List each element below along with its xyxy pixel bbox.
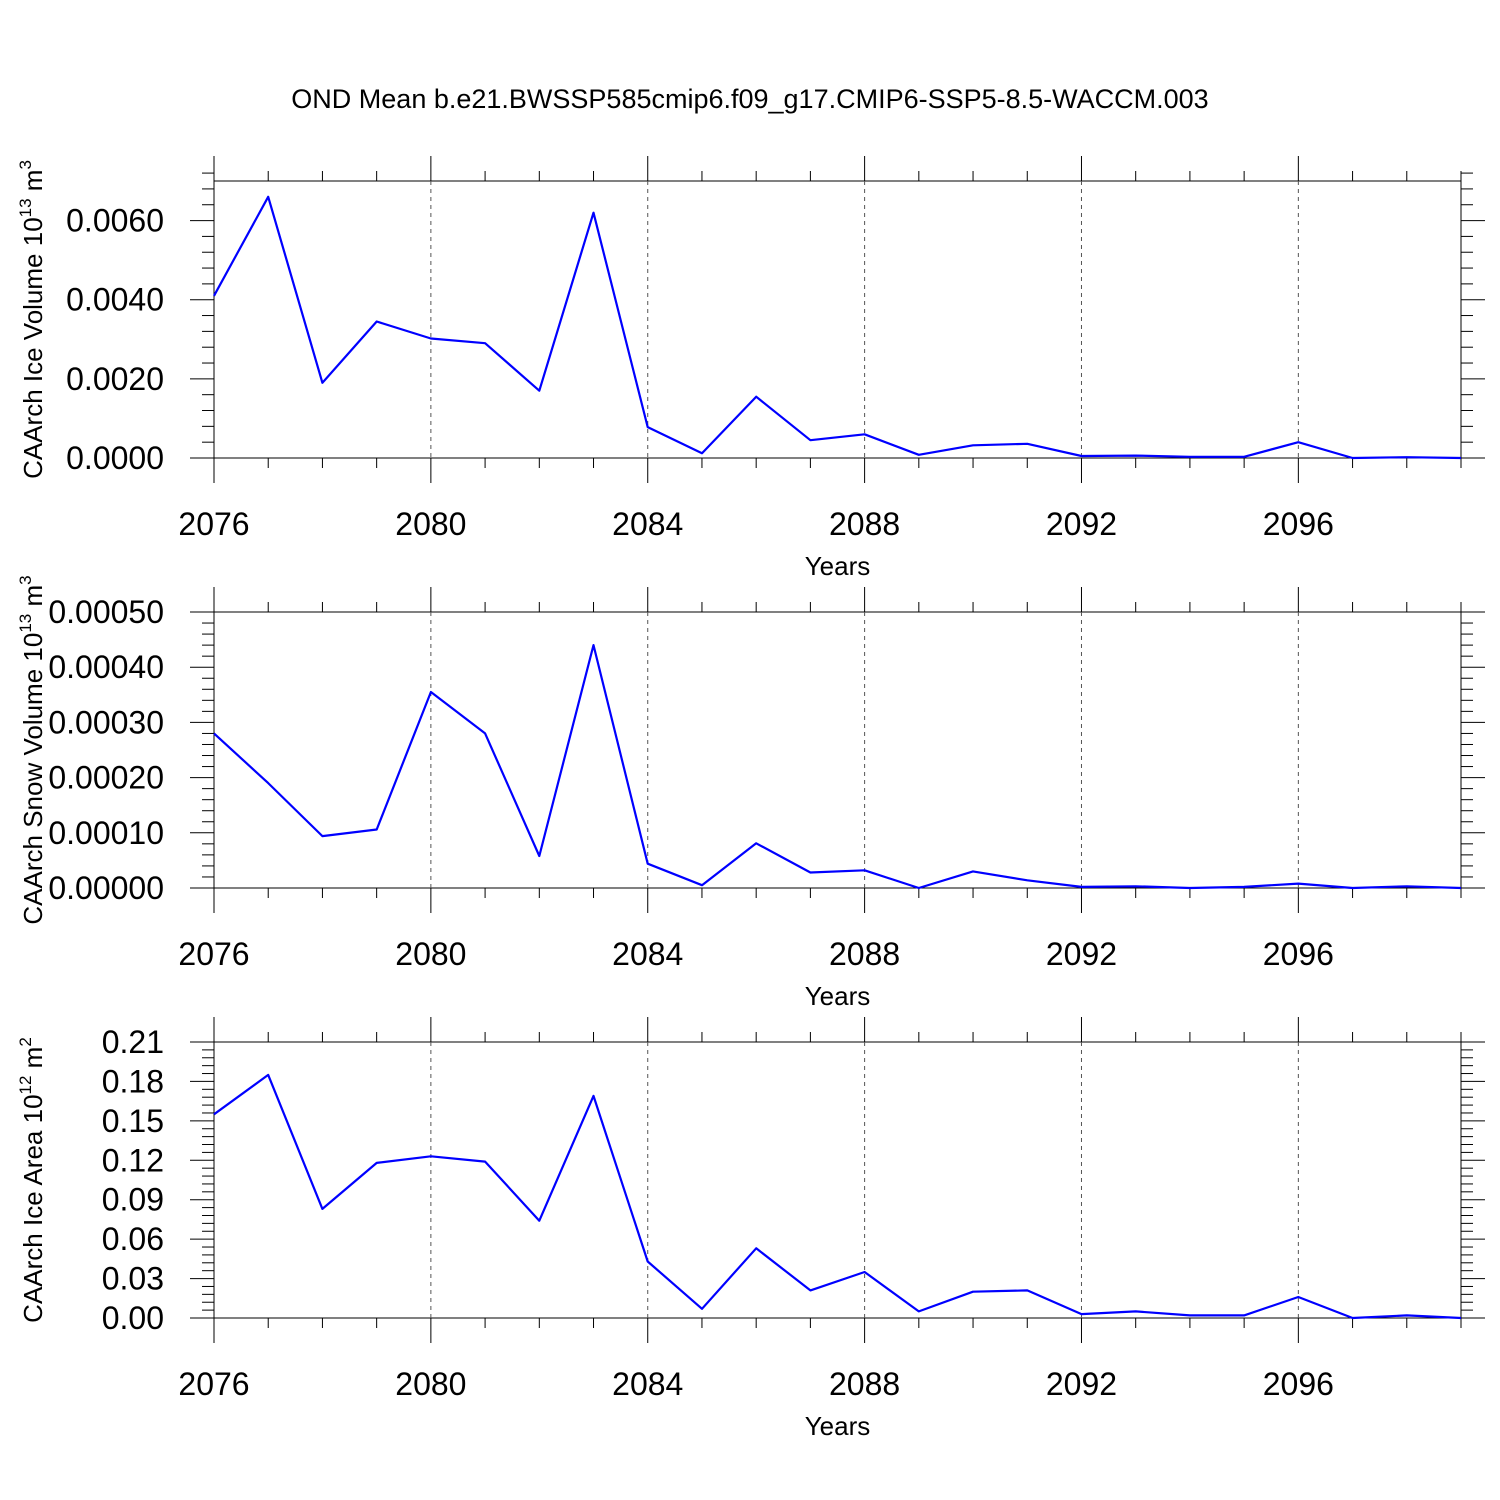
x-axis-title: Years [805,551,871,581]
x-tick-label: 2080 [395,1366,466,1402]
y-tick-label: 0.0060 [66,203,164,239]
x-tick-label: 2088 [829,1366,900,1402]
series-line [213,643,1462,890]
y-tick-label: 0.03 [102,1261,164,1297]
x-tick-label: 2096 [1263,1366,1334,1402]
panel-ice-volume: 2076 2080 2084 2088 2092 2096 0.0000 0.0020 0.00… [16,156,1485,581]
y-tick-label: 0.00030 [48,704,164,740]
x-tick-label: 2076 [178,1366,249,1402]
y-tick-label: 0.00020 [48,760,164,796]
y-tick-label: 0.00050 [48,594,164,630]
x-tick-label: 2088 [829,506,900,542]
panel-ice-area: 2076 2080 2084 2088 2092 2096 0.000.03 0.060.09… [16,1017,1485,1441]
series-line [213,195,1462,460]
plot-frame [213,611,1462,889]
y-tick-label: 0.12 [102,1142,164,1178]
y-tick-label: 0.09 [102,1182,164,1218]
x-tick-label: 2076 [178,506,249,542]
y-tick-label: 0.18 [102,1063,164,1099]
x-tick-label: 2076 [178,936,249,972]
x-axis-title: Years [805,1411,871,1441]
x-tick-label: 2092 [1046,506,1117,542]
y-tick-label: 0.00 [102,1300,164,1336]
y-tick-label: 0.00000 [48,870,164,906]
y-tick-label: 0.0040 [66,282,164,318]
x-tick-label: 2080 [395,936,466,972]
plot-frame [213,180,1462,459]
x-tick-label: 2092 [1046,936,1117,972]
x-axis-title: Years [805,981,871,1011]
y-tick-label: 0.00010 [48,815,164,851]
x-tick-label: 2084 [612,1366,683,1402]
y-tick-label: 0.0000 [66,440,164,476]
panel-snow-volume: 2076 2080 2084 2088 2092 2096 0.00000 0.00010 0.… [16,575,1485,1011]
y-axis-title: CAArch Ice Volume 1013 m3 [16,160,48,479]
y-tick-label: 0.21 [102,1024,164,1060]
x-tick-label: 2096 [1263,936,1334,972]
series-line [213,1073,1462,1320]
y-axis-title: CAArch Snow Volume 1013 m3 [16,575,48,924]
y-tick-label: 0.06 [102,1221,164,1257]
y-axis-title: CAArch Ice Area 1012 m2 [16,1037,48,1323]
x-tick-label: 2096 [1263,506,1334,542]
x-tick-label: 2080 [395,506,466,542]
x-tick-label: 2088 [829,936,900,972]
x-tick-label: 2084 [612,936,683,972]
y-tick-label: 0.15 [102,1103,164,1139]
y-tick-label: 0.0020 [66,361,164,397]
x-tick-label: 2084 [612,506,683,542]
y-tick-label: 0.00040 [48,649,164,685]
figure-title: OND Mean b.e21.BWSSP585cmip6.f09_g17.CMI… [291,84,1208,114]
plot-frame [213,1041,1462,1319]
x-tick-label: 2092 [1046,1366,1117,1402]
